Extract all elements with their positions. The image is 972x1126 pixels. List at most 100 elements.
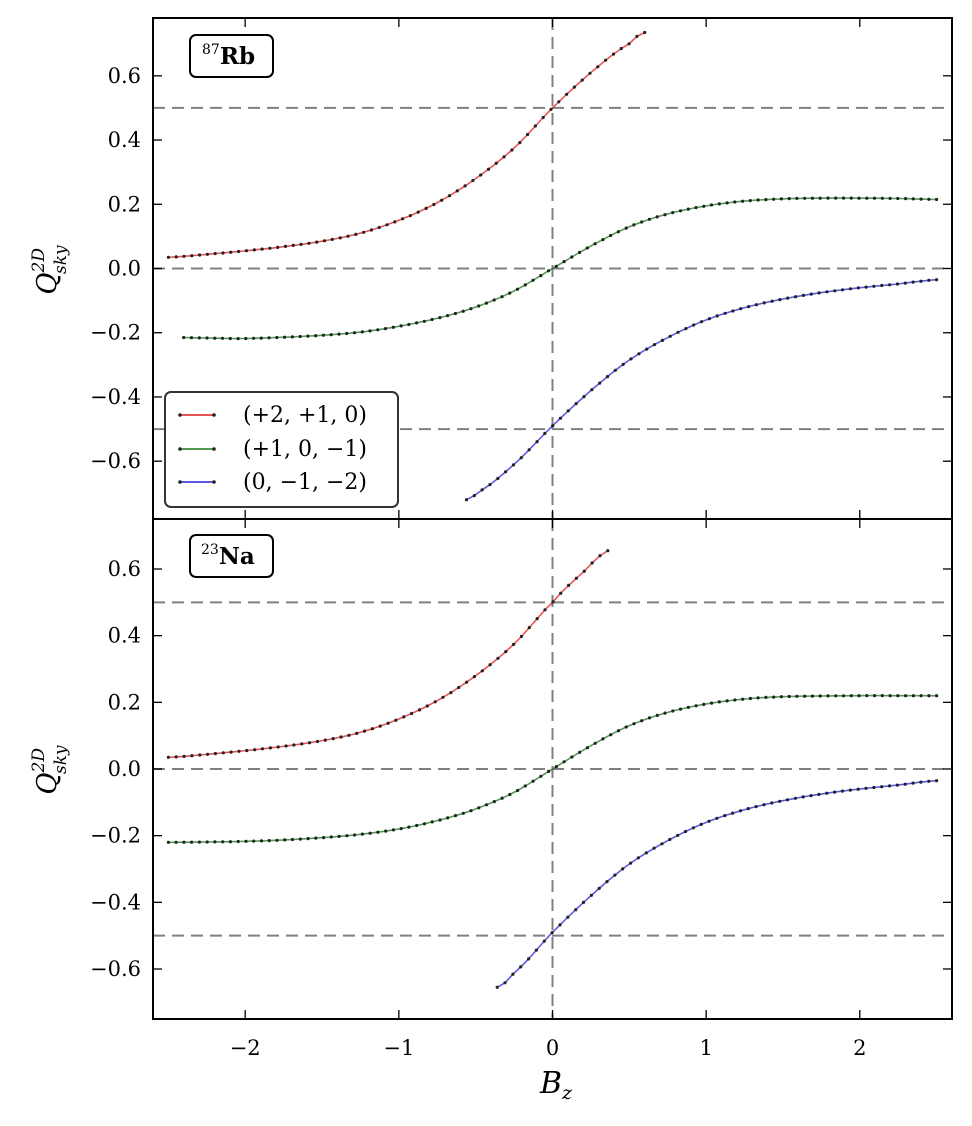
data-point [399, 324, 403, 328]
data-point [315, 240, 319, 244]
data-point [778, 298, 782, 302]
data-point [174, 840, 178, 844]
data-point [794, 295, 798, 299]
series-line-2 [168, 694, 937, 844]
data-point [236, 839, 240, 844]
data-point [484, 301, 488, 305]
data-point [331, 737, 335, 741]
x-tick-label: 2 [853, 1036, 866, 1060]
data-point [809, 292, 813, 296]
data-point [292, 743, 296, 747]
data-point [407, 825, 411, 829]
data-point [384, 829, 388, 833]
data-point [511, 642, 516, 647]
data-point [574, 908, 578, 912]
data-point [856, 286, 860, 290]
data-point [605, 375, 610, 379]
legend-entry-series-3: (0, −1, −2) [178, 470, 367, 495]
data-point [213, 840, 217, 844]
x-tick-label: 1 [699, 1036, 712, 1060]
data-point [613, 368, 617, 372]
data-point [290, 837, 295, 842]
data-point [588, 71, 592, 75]
data-point [213, 752, 217, 756]
data-point [480, 669, 484, 673]
data-point [237, 249, 241, 254]
data-point [329, 835, 333, 839]
data-point [578, 750, 582, 754]
data-point [510, 148, 514, 152]
data-point [779, 695, 784, 699]
series-line-3 [466, 278, 937, 501]
data-point [778, 799, 782, 803]
data-point [275, 335, 279, 340]
data-point [834, 694, 838, 698]
data-point [715, 314, 719, 318]
data-point [598, 554, 602, 558]
data-point [801, 293, 806, 297]
data-point [453, 814, 458, 818]
data-point [694, 704, 698, 708]
data-point [322, 239, 327, 243]
data-point [308, 741, 312, 745]
data-point [748, 199, 752, 203]
data-point [290, 335, 294, 339]
data-point [668, 334, 672, 338]
data-point [378, 724, 382, 728]
data-point [616, 729, 621, 733]
data-point [360, 330, 364, 334]
data-point [880, 283, 884, 288]
data-point [523, 784, 527, 788]
y-tick-label: 0.4 [108, 128, 141, 152]
data-point [449, 691, 453, 695]
data-point [543, 608, 547, 612]
data-point [259, 839, 264, 843]
data-point [182, 254, 186, 258]
data-point [848, 788, 852, 792]
data-point [935, 197, 939, 202]
data-point [598, 381, 602, 385]
data-point [369, 228, 373, 232]
data-point [237, 749, 241, 753]
data-point [542, 939, 546, 943]
data-point [228, 336, 232, 341]
data-point [872, 284, 876, 288]
data-point [911, 781, 915, 785]
data-point [629, 357, 633, 361]
data-point [221, 840, 225, 844]
data-point [453, 311, 457, 316]
data-point [841, 288, 845, 292]
data-point [896, 196, 900, 201]
data-point [671, 211, 675, 215]
data-point [888, 784, 892, 788]
data-point [533, 124, 538, 128]
data-point [676, 330, 680, 334]
data-point [554, 765, 559, 769]
data-point [825, 791, 829, 795]
data-point [345, 331, 349, 336]
data-point [772, 197, 776, 201]
data-point [738, 809, 743, 813]
data-point [590, 388, 594, 392]
isotope-mass-rb: 87 [202, 42, 220, 58]
data-point [368, 329, 372, 333]
data-point [479, 173, 483, 177]
svg-text:87Rb: 87Rb [202, 42, 255, 70]
data-point [527, 626, 531, 630]
data-point [817, 792, 821, 797]
data-point [229, 750, 233, 754]
data-point [660, 842, 664, 846]
data-point [911, 197, 915, 201]
data-point [803, 196, 807, 200]
data-point [368, 831, 372, 835]
data-point [464, 498, 469, 502]
data-point [355, 731, 359, 736]
y-tick-label: −0.6 [90, 957, 141, 981]
data-point [339, 735, 343, 739]
y-tick-label: 0.6 [108, 64, 141, 88]
data-point [903, 281, 907, 285]
data-point [531, 779, 535, 783]
y-tick-label: −0.6 [90, 449, 141, 473]
data-point [492, 298, 496, 302]
